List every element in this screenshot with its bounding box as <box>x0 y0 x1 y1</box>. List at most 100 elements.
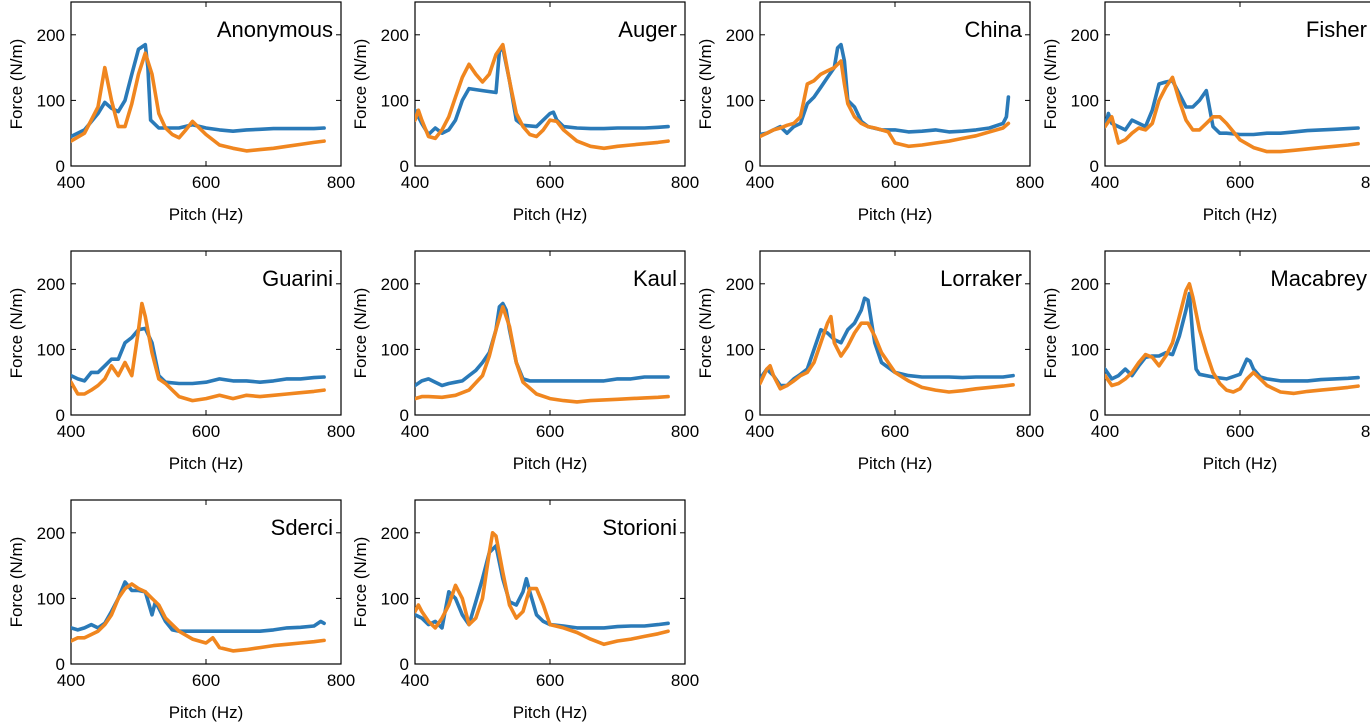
y-tick-label: 0 <box>1090 157 1099 176</box>
x-axis-label: Pitch (Hz) <box>169 454 244 473</box>
x-tick-label: 400 <box>746 173 774 192</box>
y-axis-label: Force (N/m) <box>7 39 26 130</box>
axes-box <box>414 250 686 416</box>
x-tick-label: 800 <box>1361 173 1370 192</box>
panel-title: Storioni <box>602 515 677 540</box>
y-axis-label: Force (N/m) <box>1041 39 1060 130</box>
x-tick-label: 800 <box>671 422 699 441</box>
y-tick-label: 0 <box>56 655 65 674</box>
series-2-line <box>1105 75 1360 154</box>
x-tick-label: 800 <box>327 173 355 192</box>
panel-title: Kaul <box>633 266 677 291</box>
y-tick-label: 100 <box>726 91 754 110</box>
y-tick-label: 200 <box>381 275 409 294</box>
axes-box <box>70 1 342 167</box>
series-2-line <box>760 314 1015 394</box>
y-axis-label: Force (N/m) <box>696 39 715 130</box>
series-2-line <box>1105 281 1360 396</box>
series-2-line <box>71 51 326 153</box>
x-tick-label: 400 <box>1091 422 1119 441</box>
axes-box <box>759 1 1031 167</box>
y-tick-label: 200 <box>726 275 754 294</box>
panel-fisher: 400 600 800 0 100 200 Fisher Pitch (Hz) Force (N… <box>1041 1 1370 224</box>
x-tick-label: 400 <box>57 422 85 441</box>
x-axis-label: Pitch (Hz) <box>858 205 933 224</box>
x-axis-label: Pitch (Hz) <box>858 454 933 473</box>
panel-anonymous: 400 600 800 0 100 200 Anonymous Pitch (Hz) Force… <box>7 1 355 224</box>
y-tick-label: 0 <box>400 406 409 425</box>
x-tick-label: 800 <box>1016 422 1044 441</box>
y-tick-label: 100 <box>381 589 409 608</box>
panel-title: Macabrey <box>1270 266 1367 291</box>
y-tick-label: 100 <box>1071 340 1099 359</box>
y-tick-label: 0 <box>745 157 754 176</box>
y-tick-label: 200 <box>381 26 409 45</box>
x-tick-label: 800 <box>671 173 699 192</box>
x-tick-label: 600 <box>1226 422 1254 441</box>
x-tick-label: 400 <box>57 671 85 690</box>
x-tick-label: 400 <box>401 422 429 441</box>
x-tick-label: 800 <box>327 422 355 441</box>
y-tick-label: 200 <box>37 26 65 45</box>
series-2-line <box>415 42 670 151</box>
series-1-line <box>1105 291 1360 383</box>
y-tick-label: 100 <box>381 340 409 359</box>
series-2-line <box>415 304 670 404</box>
y-tick-label: 100 <box>381 91 409 110</box>
panel-macabrey: 400 600 800 0 100 200 Macabrey Pitch (Hz) Force … <box>1041 250 1370 473</box>
panel-title: Anonymous <box>217 17 333 42</box>
x-tick-label: 800 <box>1016 173 1044 192</box>
x-tick-label: 400 <box>401 671 429 690</box>
x-tick-label: 400 <box>746 422 774 441</box>
y-tick-label: 100 <box>1071 91 1099 110</box>
panel-china: 400 600 800 0 100 200 China Pitch (Hz) Force (N/… <box>696 1 1044 224</box>
y-tick-label: 200 <box>37 524 65 543</box>
y-axis-label: Force (N/m) <box>351 39 370 130</box>
y-tick-label: 100 <box>726 340 754 359</box>
y-tick-label: 200 <box>1071 26 1099 45</box>
y-axis-label: Force (N/m) <box>7 288 26 379</box>
x-axis-label: Pitch (Hz) <box>169 205 244 224</box>
x-tick-label: 800 <box>1361 422 1370 441</box>
x-tick-label: 600 <box>536 422 564 441</box>
axes-box <box>70 499 342 665</box>
y-tick-label: 0 <box>1090 406 1099 425</box>
y-tick-label: 200 <box>37 275 65 294</box>
y-tick-label: 0 <box>400 157 409 176</box>
panel-storioni: 400 600 800 0 100 200 Storioni Pitch (Hz) Force … <box>351 499 699 722</box>
x-axis-label: Pitch (Hz) <box>169 703 244 722</box>
x-tick-label: 600 <box>192 671 220 690</box>
y-tick-label: 200 <box>1071 275 1099 294</box>
series-1-line <box>71 42 326 139</box>
x-tick-label: 400 <box>57 173 85 192</box>
series-1-line <box>415 301 670 388</box>
panel-title: Fisher <box>1306 17 1367 42</box>
x-tick-label: 400 <box>1091 173 1119 192</box>
y-axis-label: Force (N/m) <box>7 537 26 628</box>
axes-box <box>70 250 342 416</box>
x-tick-label: 600 <box>536 671 564 690</box>
y-tick-label: 0 <box>56 157 65 176</box>
series-1-line <box>1105 78 1360 137</box>
y-axis-label: Force (N/m) <box>1041 288 1060 379</box>
x-axis-label: Pitch (Hz) <box>1203 454 1278 473</box>
y-axis-label: Force (N/m) <box>351 288 370 379</box>
panel-title: Guarini <box>262 266 333 291</box>
y-axis-label: Force (N/m) <box>351 537 370 628</box>
panel-kaul: 400 600 800 0 100 200 Kaul Pitch (Hz) Force (N/m… <box>351 250 699 473</box>
y-tick-label: 100 <box>37 589 65 608</box>
x-axis-label: Pitch (Hz) <box>1203 205 1278 224</box>
panel-sderci: 400 600 800 0 100 200 Sderci Pitch (Hz) Force (N… <box>7 499 355 722</box>
y-tick-label: 100 <box>37 91 65 110</box>
panel-guarini: 400 600 800 0 100 200 Guarini Pitch (Hz) Force (… <box>7 250 355 473</box>
x-tick-label: 600 <box>192 173 220 192</box>
x-axis-label: Pitch (Hz) <box>513 205 588 224</box>
series-2-line <box>71 301 326 403</box>
x-tick-label: 600 <box>1226 173 1254 192</box>
panel-title: Auger <box>618 17 677 42</box>
series-2-line <box>71 582 326 653</box>
y-axis-label: Force (N/m) <box>696 288 715 379</box>
x-tick-label: 600 <box>192 422 220 441</box>
panel-title: Lorraker <box>940 266 1022 291</box>
